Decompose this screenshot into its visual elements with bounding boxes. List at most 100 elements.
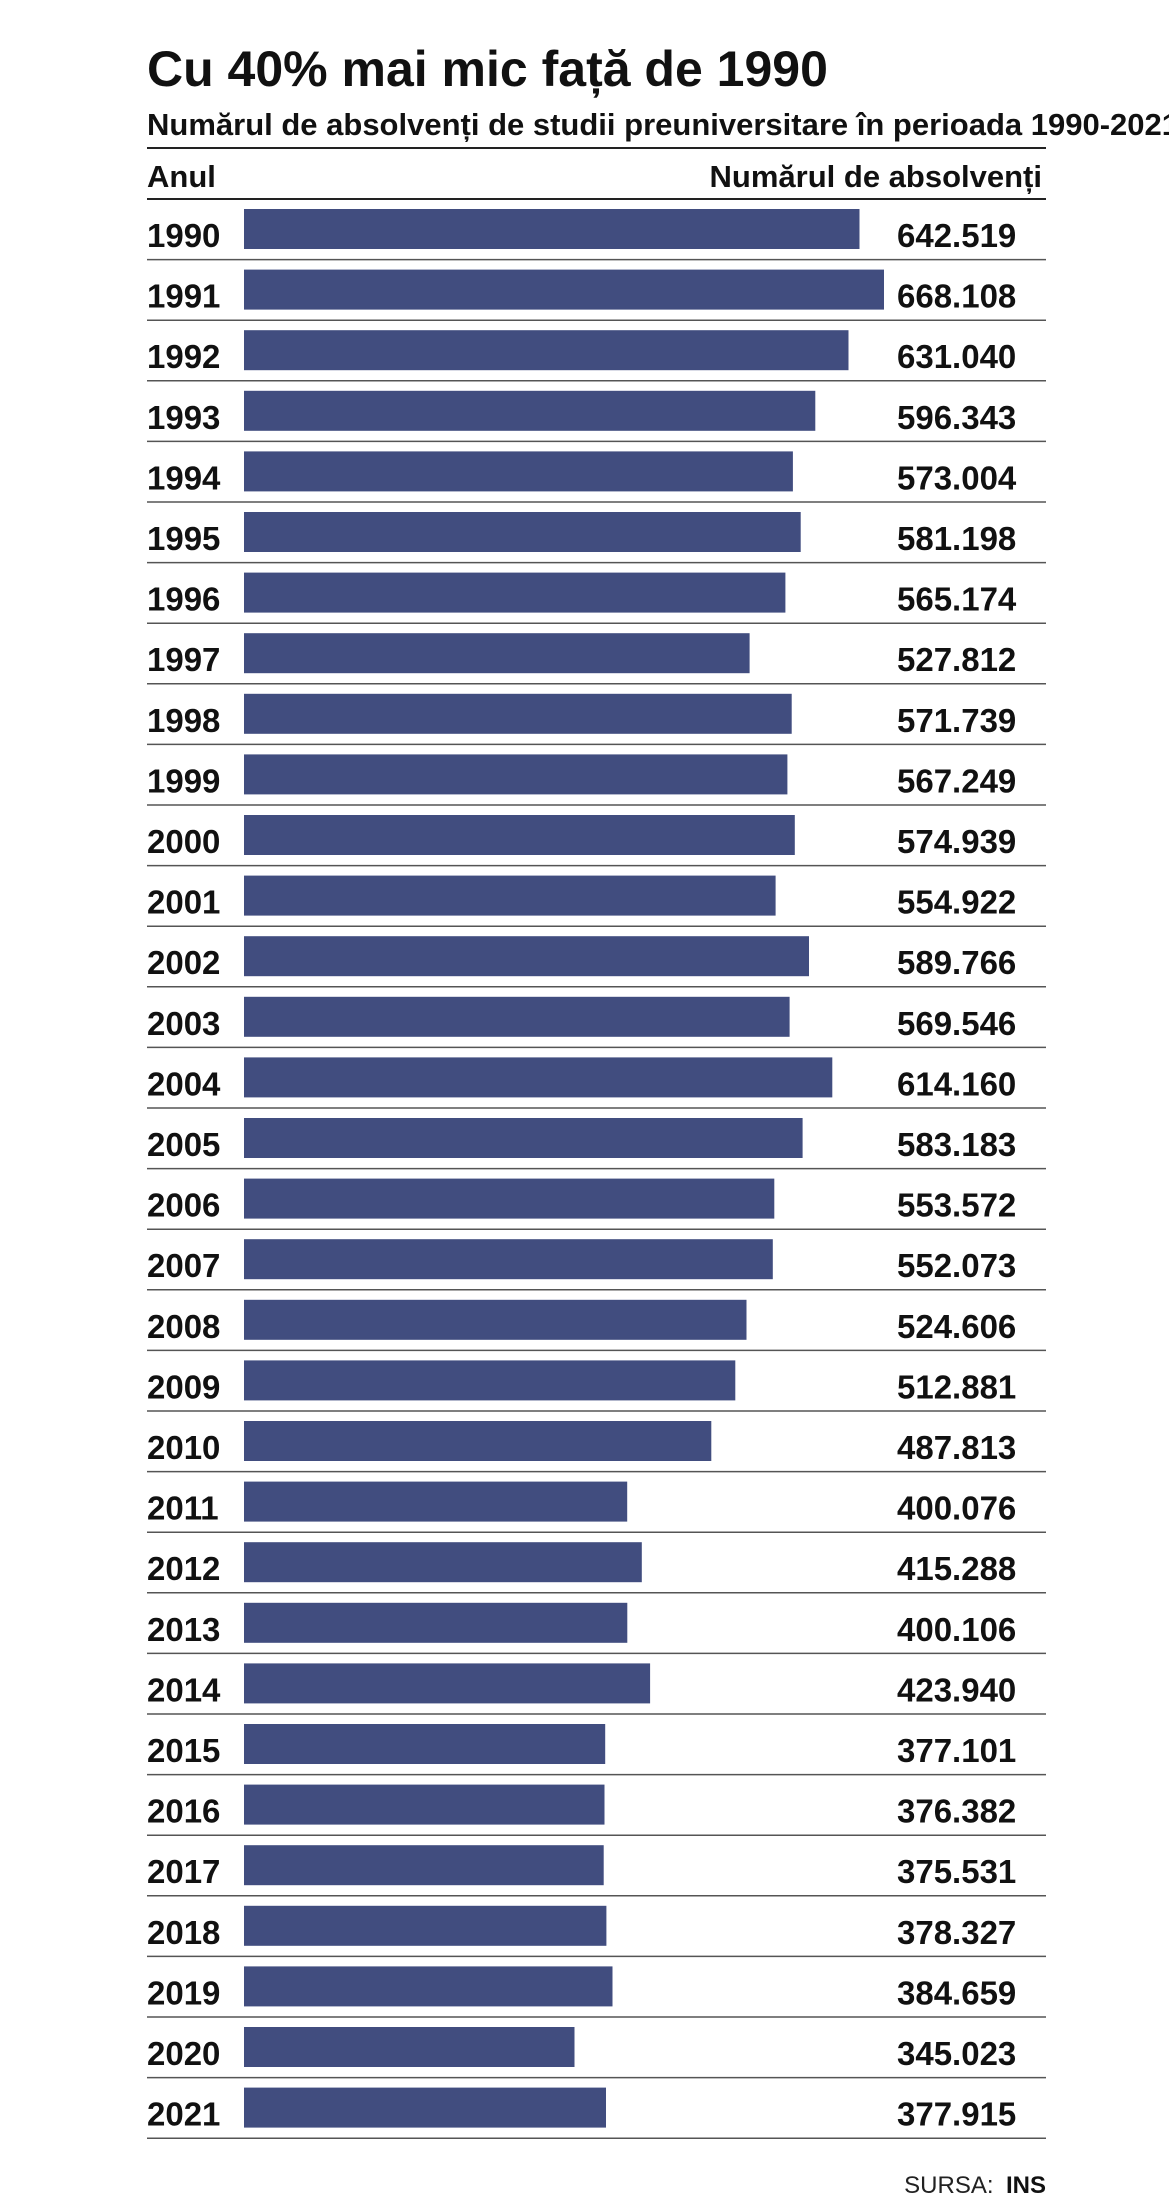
source-line: SURSA: INS <box>904 2172 1046 2199</box>
value-label-2000: 574.939 <box>897 823 1016 860</box>
bar-2003 <box>244 996 790 1037</box>
chart-title: Cu 40% mai mic față de 1990 <box>147 41 828 97</box>
value-label-2001: 554.922 <box>897 884 1016 921</box>
value-label-1993: 596.343 <box>897 399 1016 436</box>
year-label-2014: 2014 <box>147 1671 221 1708</box>
bar-1992 <box>244 330 849 371</box>
year-label-2008: 2008 <box>147 1308 220 1345</box>
year-label-1994: 1994 <box>147 459 221 496</box>
value-label-2012: 415.288 <box>897 1550 1016 1587</box>
year-label-1999: 1999 <box>147 762 220 799</box>
year-column-header: Anul <box>147 159 216 194</box>
year-label-1993: 1993 <box>147 399 220 436</box>
year-label-2002: 2002 <box>147 944 220 981</box>
value-label-2009: 512.881 <box>897 1368 1016 1405</box>
year-label-2016: 2016 <box>147 1793 220 1830</box>
bar-2008 <box>244 1299 747 1340</box>
year-label-1998: 1998 <box>147 702 220 739</box>
bar-1993 <box>244 390 816 431</box>
chart-subtitle: Numărul de absolvenți de studii preunive… <box>147 107 1169 142</box>
year-label-2020: 2020 <box>147 2035 220 2072</box>
bar-2005 <box>244 1118 803 1158</box>
bar-2004 <box>244 1057 833 1098</box>
value-label-1999: 567.249 <box>897 762 1016 799</box>
year-label-2003: 2003 <box>147 1005 220 1042</box>
value-label-1997: 527.812 <box>897 641 1016 678</box>
bar-2014 <box>244 1663 651 1704</box>
bar-2002 <box>244 936 809 977</box>
bar-2017 <box>244 1845 604 1886</box>
bar-2016 <box>244 1784 605 1825</box>
bar-2013 <box>244 1602 628 1643</box>
source-label: SURSA: <box>904 2172 993 2199</box>
bar-1997 <box>244 633 750 674</box>
value-label-1990: 642.519 <box>897 217 1016 254</box>
value-label-2003: 569.546 <box>897 1005 1016 1042</box>
bar-2000 <box>244 815 795 855</box>
year-label-2015: 2015 <box>147 1732 220 1769</box>
year-label-2019: 2019 <box>147 1974 220 2011</box>
value-label-2019: 384.659 <box>897 1974 1016 2011</box>
bar-2011 <box>244 1481 628 1522</box>
year-label-1996: 1996 <box>147 581 220 618</box>
bar-rows: 1990 642.519 1991 668.108 1992 631.040 1993 596… <box>147 209 1046 2139</box>
value-label-1995: 581.198 <box>897 520 1016 557</box>
value-label-2006: 553.572 <box>897 1187 1016 1224</box>
bar-2009 <box>244 1360 736 1401</box>
year-label-2021: 2021 <box>147 2096 220 2133</box>
bar-2020 <box>244 2027 575 2067</box>
value-label-2017: 375.531 <box>897 1853 1016 1890</box>
year-label-2009: 2009 <box>147 1368 220 1405</box>
value-label-2013: 400.106 <box>897 1611 1016 1648</box>
value-label-2002: 589.766 <box>897 944 1016 981</box>
year-label-2000: 2000 <box>147 823 220 860</box>
year-label-2011: 2011 <box>147 1490 219 1527</box>
bar-1990 <box>244 209 860 249</box>
bar-1998 <box>244 693 792 734</box>
bar-2012 <box>244 1542 642 1583</box>
year-label-1990: 1990 <box>147 217 220 254</box>
bar-2010 <box>244 1421 712 1461</box>
source-name: INS <box>1006 2172 1046 2199</box>
bar-2019 <box>244 1966 613 2007</box>
value-label-2014: 423.940 <box>897 1671 1016 1708</box>
year-label-1995: 1995 <box>147 520 220 557</box>
year-label-1991: 1991 <box>147 278 220 315</box>
value-label-1991: 668.108 <box>897 278 1016 315</box>
value-label-2020: 345.023 <box>897 2035 1016 2072</box>
bar-2015 <box>244 1724 606 1764</box>
year-label-2017: 2017 <box>147 1853 220 1890</box>
value-column-header: Numărul de absolvenți <box>710 159 1042 194</box>
bar-2007 <box>244 1239 773 1280</box>
bar-2021 <box>244 2087 606 2128</box>
bar-1996 <box>244 572 786 613</box>
value-label-2011: 400.076 <box>897 1490 1016 1527</box>
value-label-1992: 631.040 <box>897 338 1016 375</box>
value-label-2015: 377.101 <box>897 1732 1016 1769</box>
value-label-2007: 552.073 <box>897 1247 1016 1284</box>
year-label-2013: 2013 <box>147 1611 220 1648</box>
value-label-1998: 571.739 <box>897 702 1016 739</box>
year-label-2007: 2007 <box>147 1247 220 1284</box>
value-label-1994: 573.004 <box>897 459 1017 496</box>
value-label-2004: 614.160 <box>897 1065 1016 1102</box>
value-label-2021: 377.915 <box>897 2096 1016 2133</box>
value-label-2016: 376.382 <box>897 1793 1016 1830</box>
bar-1999 <box>244 754 788 795</box>
value-label-2008: 524.606 <box>897 1308 1016 1345</box>
year-label-1992: 1992 <box>147 338 220 375</box>
year-label-2018: 2018 <box>147 1914 220 1951</box>
year-label-2004: 2004 <box>147 1065 221 1102</box>
year-label-2005: 2005 <box>147 1126 220 1163</box>
bar-2018 <box>244 1905 607 1946</box>
bar-2006 <box>244 1178 775 1219</box>
year-label-1997: 1997 <box>147 641 220 678</box>
value-label-2005: 583.183 <box>897 1126 1016 1163</box>
value-label-2018: 378.327 <box>897 1914 1016 1951</box>
year-label-2006: 2006 <box>147 1187 220 1224</box>
year-label-2001: 2001 <box>147 884 220 921</box>
value-label-1996: 565.174 <box>897 581 1017 618</box>
bar-2001 <box>244 875 776 916</box>
bar-1991 <box>244 269 884 310</box>
